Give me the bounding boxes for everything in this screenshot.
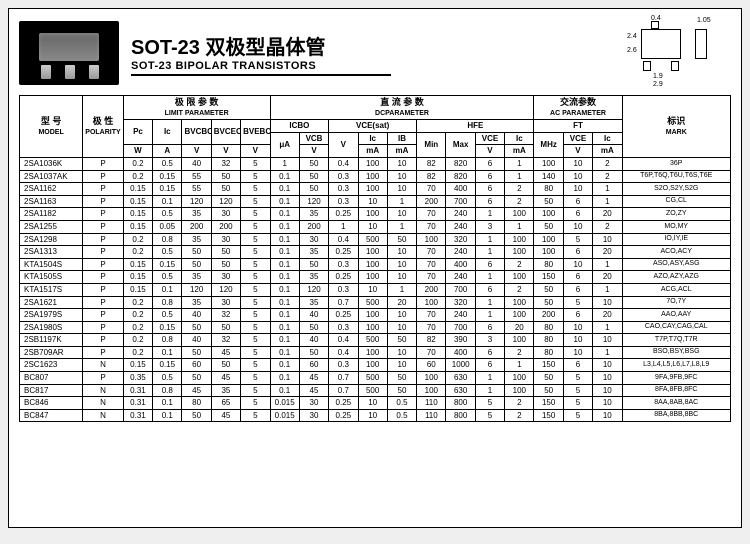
- table-row: 2SA1036KP0.20.5403251500.410010828206110…: [20, 157, 731, 170]
- table-row: 2SA1980SP0.20.15505050.1500.310010707006…: [20, 321, 731, 334]
- table-row: 2SA1298P0.20.8353050.1300.45005010032011…: [20, 233, 731, 246]
- package-illustration: [19, 21, 119, 85]
- table-header: 型 号MODEL 极 性POLARITY 极 限 参 数LIMIT PARAME…: [20, 96, 731, 158]
- table-row: BC807P0.350.5504550.1450.750050100630110…: [20, 372, 731, 385]
- table-row: 2SC1623N0.150.15605050.1600.310010601000…: [20, 359, 731, 372]
- table-row: 2SB709ARP0.20.1504550.1500.4100107040062…: [20, 346, 731, 359]
- table-row: 2SA1313P0.20.5505050.1350.25100107024011…: [20, 246, 731, 259]
- table-row: 2SA1979SP0.20.5403250.1400.2510010702401…: [20, 309, 731, 322]
- datasheet-page: SOT-23 双极型晶体管 SOT-23 BIPOLAR TRANSISTORS…: [8, 8, 742, 528]
- table-row: 2SA1162P0.150.15555050.1500.310010704006…: [20, 183, 731, 196]
- table-row: BC846N0.310.1806550.015300.25100.5110800…: [20, 397, 731, 410]
- title-en: SOT-23 BIPOLAR TRANSISTORS: [131, 60, 559, 72]
- table-body: 2SA1036KP0.20.5403251500.410010828206110…: [20, 157, 731, 421]
- table-row: KTA1517SP0.150.112012050.11200.310120070…: [20, 283, 731, 296]
- table-row: 2SB1197KP0.20.8403250.1400.4500508239031…: [20, 334, 731, 347]
- table-row: 2SA1182P0.150.5353050.1350.2510010702401…: [20, 208, 731, 221]
- spec-table: 型 号MODEL 极 性POLARITY 极 限 参 数LIMIT PARAME…: [19, 95, 731, 422]
- table-row: 2SA1255P0.150.0520020050.120011017024031…: [20, 220, 731, 233]
- table-row: BC817N0.310.8453550.1450.750050100630110…: [20, 384, 731, 397]
- title-block: SOT-23 双极型晶体管 SOT-23 BIPOLAR TRANSISTORS: [131, 31, 559, 76]
- header: SOT-23 双极型晶体管 SOT-23 BIPOLAR TRANSISTORS…: [19, 17, 731, 89]
- table-row: 2SA1163P0.150.112012050.11200.3101200700…: [20, 195, 731, 208]
- table-row: KTA1505SP0.150.5353050.1350.251001070240…: [20, 271, 731, 284]
- table-row: 2SA1621P0.20.8353050.1350.75002010032011…: [20, 296, 731, 309]
- dimension-drawing: 0.4 1.05 2.4 2.6 1.9 2.9: [571, 17, 731, 89]
- title-cn: SOT-23 双极型晶体管: [131, 31, 559, 60]
- table-row: BC847N0.310.1504550.015300.25100.5110800…: [20, 409, 731, 422]
- table-row: 2SA1037AKP0.20.15555050.1500.31001082820…: [20, 170, 731, 183]
- table-row: KTA1504SP0.150.15505050.1500.31001070400…: [20, 258, 731, 271]
